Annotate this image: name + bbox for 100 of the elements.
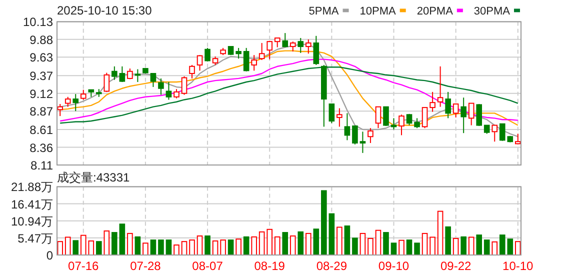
candlestick — [375, 106, 382, 129]
bar — [166, 240, 172, 256]
y-tick-label: 8.61 — [30, 123, 54, 138]
y-tick-label: 8.11 — [30, 158, 54, 172]
bar — [383, 232, 389, 256]
bar — [142, 242, 148, 256]
bar — [266, 228, 273, 256]
candlestick — [134, 68, 141, 82]
bar — [492, 241, 498, 256]
bar — [251, 236, 257, 256]
candlestick — [236, 47, 242, 60]
bar — [398, 240, 404, 256]
candlestick — [282, 32, 288, 48]
candlestick — [414, 118, 420, 129]
y-tick-label: 9.63 — [30, 50, 54, 65]
candlestick — [476, 103, 482, 126]
bar — [72, 240, 79, 256]
candlestick — [243, 47, 250, 72]
x-tick-label: 08-07 — [192, 259, 224, 273]
y-tick-label: 5.47万 — [18, 231, 53, 246]
bar — [119, 224, 126, 256]
bar — [406, 240, 412, 256]
x-tick-label: 08-29 — [316, 259, 348, 273]
bar — [196, 235, 203, 256]
candlestick — [437, 66, 444, 108]
candlestick — [150, 72, 156, 88]
bar — [243, 236, 250, 256]
y-tick-label: 9.88 — [30, 32, 54, 47]
x-tick-label: 07-28 — [130, 259, 162, 273]
candlestick — [112, 66, 118, 80]
bar — [328, 213, 335, 256]
bar — [437, 210, 444, 256]
candlestick — [368, 128, 374, 144]
candlestick — [266, 40, 273, 60]
candlestick — [452, 103, 459, 118]
bar — [468, 236, 474, 256]
candlestick — [298, 38, 304, 54]
candlestick — [468, 102, 474, 126]
candlestick — [119, 66, 126, 82]
candlestick — [258, 42, 265, 61]
bar — [445, 226, 451, 256]
candlestick — [383, 106, 389, 126]
bar — [274, 236, 280, 256]
bar — [236, 238, 242, 256]
bar — [298, 231, 304, 256]
candlestick — [290, 41, 296, 52]
bar — [375, 230, 382, 256]
candlestick — [422, 107, 428, 129]
bar — [150, 240, 156, 256]
y-tick-label: 16.41万 — [10, 197, 53, 212]
legend-label: 30PMA — [474, 6, 511, 18]
candlestick — [274, 38, 280, 48]
candlestick — [251, 54, 257, 72]
bar — [181, 241, 188, 256]
bar — [360, 232, 366, 256]
bar — [452, 238, 459, 256]
bar — [228, 240, 234, 256]
bar — [352, 238, 358, 256]
y-tick-label: 10.13 — [22, 15, 54, 30]
candlestick — [305, 38, 312, 54]
candlestick — [181, 76, 188, 96]
y-tick-label: 0 — [46, 248, 54, 262]
legend-label: 5PMA — [308, 6, 340, 18]
chart-title: 2025-10-10 15:30 — [57, 4, 152, 18]
bar — [104, 230, 110, 256]
bar — [514, 241, 521, 256]
x-tick-label: 07-16 — [68, 259, 100, 273]
candlestick — [174, 88, 180, 99]
x-tick-label: 09-10 — [378, 259, 410, 273]
bar — [368, 238, 374, 256]
y-tick-label: 8.36 — [30, 140, 54, 155]
bar — [282, 232, 288, 256]
candlestick — [204, 47, 210, 62]
bar — [430, 236, 436, 256]
candlestick — [189, 64, 195, 79]
legend-label: 10PMA — [360, 6, 396, 18]
bar — [112, 232, 118, 256]
x-tick-label: 08-19 — [254, 259, 286, 273]
x-tick-label: 09-22 — [440, 259, 472, 273]
bar — [484, 240, 490, 256]
candlestick — [72, 94, 79, 112]
bar — [344, 225, 350, 256]
candlestick — [445, 91, 451, 119]
bar — [422, 232, 428, 256]
bar — [258, 231, 265, 256]
y-tick-label: 9.12 — [30, 86, 54, 101]
y-tick-label: 10.94万 — [10, 214, 53, 228]
bar — [64, 236, 71, 256]
legend-label: 20PMA — [416, 6, 454, 18]
candlestick — [196, 54, 203, 72]
candlestick — [313, 35, 320, 66]
bar — [336, 226, 342, 256]
line-series — [60, 66, 518, 124]
candlestick — [158, 78, 164, 96]
bar — [127, 232, 133, 256]
bar — [414, 242, 420, 256]
candlestick — [352, 125, 358, 145]
y-tick-label: 21.88万 — [10, 180, 53, 194]
candlestick — [166, 82, 172, 100]
bar — [321, 190, 327, 256]
